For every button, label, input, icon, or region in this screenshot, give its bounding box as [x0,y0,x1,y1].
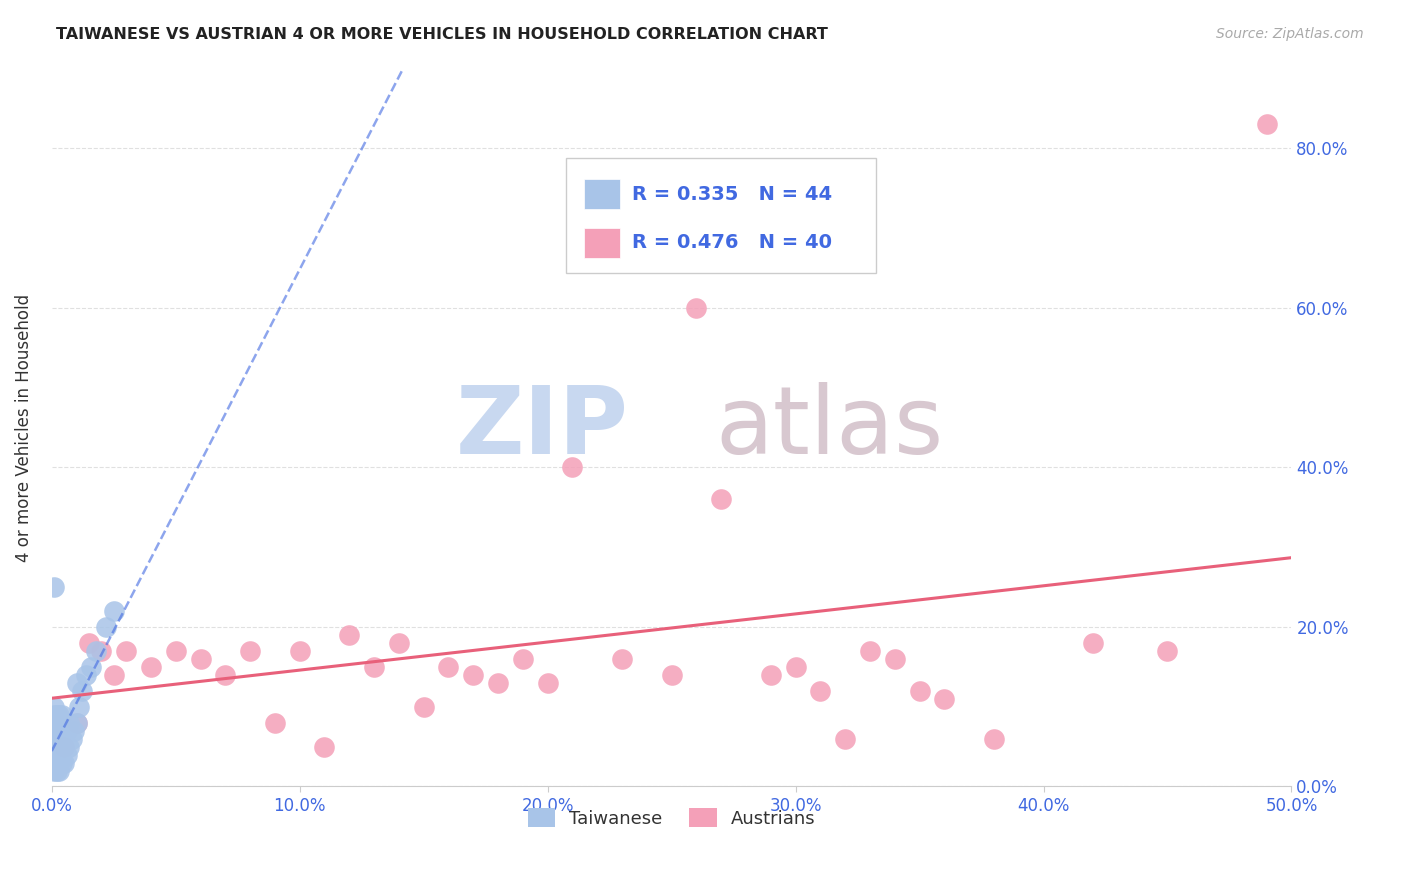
Point [1081,636,1104,650]
Point [239,644,262,658]
Point [77,636,100,650]
Point [190,652,212,666]
Point [363,660,385,674]
Point [685,301,707,315]
Point [44,707,66,722]
Point [288,644,311,658]
Y-axis label: 4 or more Vehicles in Household: 4 or more Vehicles in Household [15,293,32,562]
Text: atlas: atlas [716,382,943,474]
Point [759,667,782,681]
Point [63,723,86,738]
Point [1156,644,1178,658]
Point [934,691,956,706]
Point [60,731,83,746]
Point [58,739,80,754]
Point [486,675,509,690]
Point [48,764,70,778]
Point [48,747,70,762]
Point [139,660,162,674]
Legend: Taiwanese, Austrians: Taiwanese, Austrians [520,801,823,835]
Point [610,652,633,666]
Point [96,620,118,634]
Point [55,723,77,738]
Point [561,460,583,475]
Point [44,764,66,778]
Point [314,739,336,754]
Point [53,723,76,738]
Point [70,683,93,698]
Point [536,675,558,690]
Point [337,628,360,642]
Point [512,652,534,666]
Point [44,731,66,746]
Point [908,683,931,698]
Point [55,747,77,762]
Point [44,723,66,738]
Text: Source: ZipAtlas.com: Source: ZipAtlas.com [1216,27,1364,41]
Point [53,739,76,754]
Point [58,715,80,730]
Point [44,756,66,770]
Point [65,715,87,730]
Point [103,604,125,618]
Point [44,699,66,714]
Point [437,660,460,674]
Point [67,699,90,714]
Point [75,667,97,681]
Point [859,644,882,658]
FancyBboxPatch shape [585,179,620,210]
Point [45,739,67,754]
Point [45,747,67,762]
Point [53,739,76,754]
Point [165,644,187,658]
Point [983,731,1005,746]
Point [45,715,67,730]
Text: TAIWANESE VS AUSTRIAN 4 OR MORE VEHICLES IN HOUSEHOLD CORRELATION CHART: TAIWANESE VS AUSTRIAN 4 OR MORE VEHICLES… [56,27,828,42]
Point [44,747,66,762]
Point [785,660,807,674]
Point [214,667,236,681]
Point [388,636,411,650]
Point [412,699,434,714]
Point [44,739,66,754]
Point [883,652,905,666]
Point [44,715,66,730]
Point [463,667,485,681]
Point [45,756,67,770]
Text: R = 0.476   N = 40: R = 0.476 N = 40 [631,233,832,252]
Point [51,739,73,754]
Point [661,667,683,681]
Point [65,675,87,690]
Point [44,580,66,594]
FancyBboxPatch shape [585,227,620,258]
Point [48,756,70,770]
Point [80,660,103,674]
Point [86,644,108,658]
Point [45,731,67,746]
Text: R = 0.335   N = 44: R = 0.335 N = 44 [631,185,832,203]
Point [710,492,733,507]
Point [264,715,287,730]
Point [115,644,138,658]
FancyBboxPatch shape [567,158,876,273]
Point [53,756,76,770]
Point [808,683,831,698]
Point [834,731,856,746]
Point [45,723,67,738]
Point [51,756,73,770]
Text: ZIP: ZIP [456,382,628,474]
Point [90,644,112,658]
Point [48,707,70,722]
Point [45,764,67,778]
Point [48,739,70,754]
Point [45,707,67,722]
Point [51,707,73,722]
Point [103,667,125,681]
Point [65,715,87,730]
Point [1256,117,1278,131]
